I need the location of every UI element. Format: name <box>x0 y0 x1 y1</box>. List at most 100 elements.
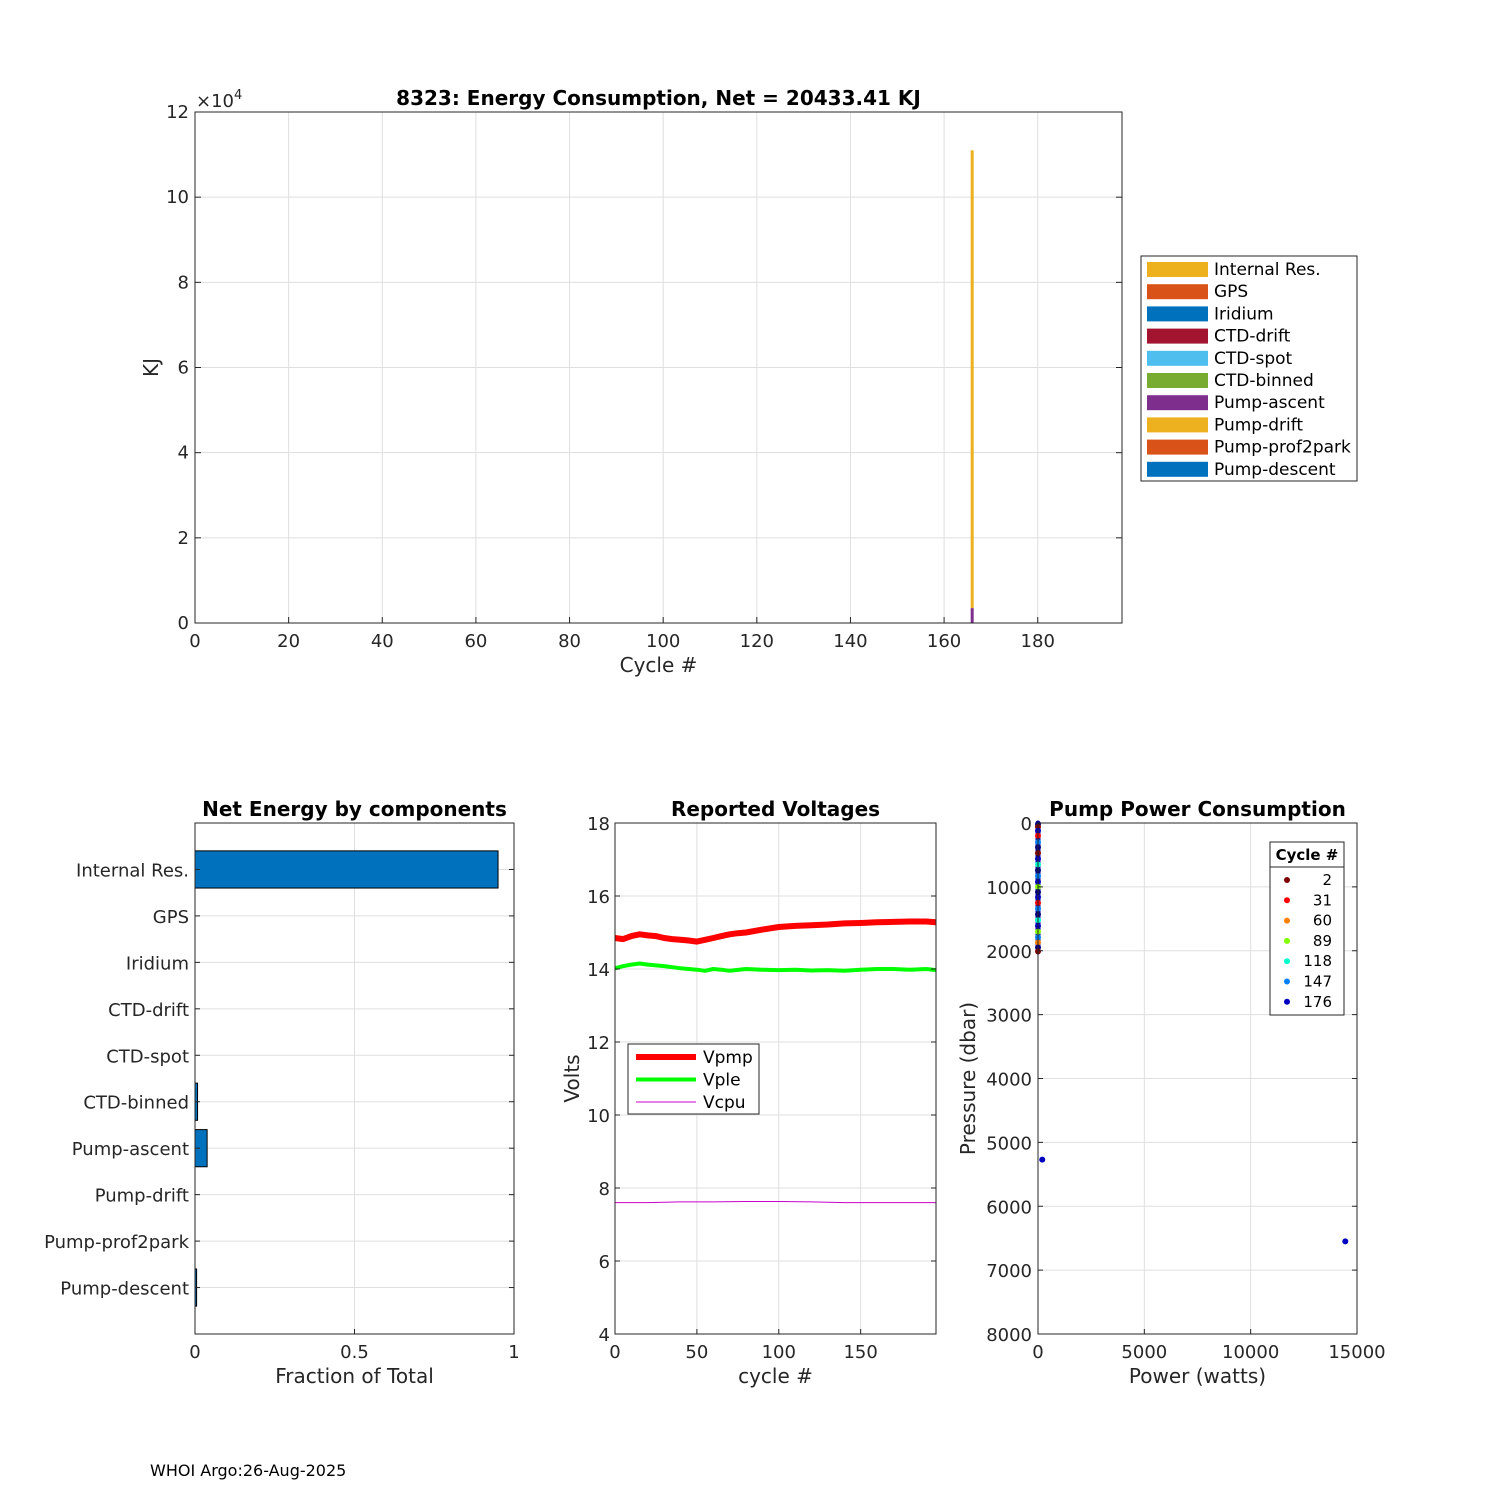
x-tick-label: 80 <box>558 631 581 652</box>
x-tick-label: 50 <box>685 1342 708 1363</box>
pump-power-chart: 0 5000 10000 15000 0 1000 2000 3000 4000 5000 6000… <box>956 797 1386 1388</box>
legend-swatch <box>1147 439 1208 455</box>
y-tick-label: 6 <box>599 1252 610 1273</box>
legend-box <box>1269 841 1345 1016</box>
x-tick-label: 180 <box>1021 631 1055 652</box>
legend-entry: CTD-drift <box>1214 327 1291 347</box>
chart-title: Reported Voltages <box>671 797 880 821</box>
x-axis-label: Fraction of Total <box>275 1364 434 1388</box>
y-tick-label: 2000 <box>986 942 1032 963</box>
component-bar <box>194 850 499 889</box>
legend-entry: CTD-spot <box>1214 349 1293 369</box>
voltage-series-line <box>614 961 937 973</box>
legend-entry: GPS <box>1214 282 1248 302</box>
y-tick-label: 7000 <box>986 1261 1032 1282</box>
legend-entry: Pump-prof2park <box>1214 438 1351 458</box>
x-tick-label: 0 <box>189 1342 200 1363</box>
energy-bar-segment <box>970 608 974 623</box>
y-axis-label: Pressure (dbar) <box>956 1002 980 1155</box>
y-tick-label: 1000 <box>986 878 1032 899</box>
legend-swatch <box>1147 373 1208 388</box>
x-tick-label: 10000 <box>1222 1342 1279 1363</box>
y-tick-label: 3000 <box>986 1006 1032 1027</box>
category-label: Pump-drift <box>95 1186 189 1207</box>
legend-swatch <box>1147 328 1208 344</box>
legend-entry: Vcpu <box>703 1093 746 1113</box>
y-tick-label: 8 <box>178 272 189 293</box>
x-axis-label: cycle # <box>738 1364 813 1388</box>
y-tick-label: 5000 <box>986 1133 1032 1154</box>
x-tick-label: 140 <box>833 631 867 652</box>
y-tick-label: 12 <box>166 102 189 123</box>
y-tick-label: 4 <box>178 443 189 464</box>
legend-entry: 2 <box>1322 871 1332 889</box>
category-label: CTD-drift <box>108 1000 189 1021</box>
x-tick-label: 20 <box>277 631 300 652</box>
voltages-chart: 0 50 100 150 4 6 8 10 12 14 16 18 Reported Voltages c… <box>560 797 937 1388</box>
pump-power-point <box>1342 1238 1349 1245</box>
category-label: CTD-binned <box>83 1093 189 1114</box>
category-label: GPS <box>153 907 189 928</box>
category-label: Pump-ascent <box>72 1139 189 1160</box>
legend-entry: Iridium <box>1214 304 1274 324</box>
x-tick-label: 0.5 <box>340 1342 369 1363</box>
x-tick-label: 160 <box>927 631 961 652</box>
voltage-series-line <box>615 1201 936 1204</box>
legend-marker <box>1284 937 1290 944</box>
y-tick-label: 8 <box>599 1179 610 1200</box>
legend-marker <box>1284 998 1290 1005</box>
x-tick-label: 120 <box>740 631 774 652</box>
legend-marker <box>1284 917 1290 924</box>
y-tick-label: 4000 <box>986 1070 1032 1091</box>
legend-entry: 89 <box>1313 932 1332 950</box>
energy-chart: 0 20 40 60 80 100 120 140 160 180 0 2 4 6 8 10 12 ×104 832… <box>139 86 1358 677</box>
x-tick-label: 1 <box>508 1342 519 1363</box>
legend-marker <box>1284 978 1290 985</box>
legend-marker <box>1284 877 1290 883</box>
y-tick-label: 8000 <box>986 1325 1032 1346</box>
y-exponent-label: ×104 <box>196 88 242 112</box>
x-tick-label: 100 <box>646 631 680 652</box>
y-axis-label: Volts <box>560 1054 584 1102</box>
x-tick-label: 0 <box>1032 1342 1043 1363</box>
components-chart: Internal Res. GPS Iridium CTD-drift CTD-spot… <box>44 797 520 1388</box>
category-label: Pump-descent <box>60 1279 189 1300</box>
x-tick-label: 5000 <box>1121 1342 1167 1363</box>
y-tick-label: 6 <box>178 358 189 379</box>
legend-swatch <box>1147 306 1208 322</box>
y-tick-label: 16 <box>587 887 610 908</box>
y-tick-label: 10 <box>587 1106 610 1127</box>
legend-entry: 31 <box>1313 891 1332 909</box>
category-label: Pump-prof2park <box>44 1232 189 1253</box>
y-tick-label: 12 <box>587 1033 610 1054</box>
legend-entry: Pump-ascent <box>1214 393 1325 413</box>
cycle-legend: Cycle # 2 31 60 89 118 147 176 <box>1269 841 1345 1016</box>
category-label: Internal Res. <box>76 860 189 881</box>
y-tick-label: 10 <box>166 187 189 208</box>
y-tick-label: 0 <box>1021 814 1032 835</box>
y-axis-label: KJ <box>139 358 163 377</box>
y-tick-label: 14 <box>587 960 610 981</box>
legend-title: Cycle # <box>1276 846 1339 864</box>
energy-bar-segment <box>970 150 974 609</box>
chart-title: Pump Power Consumption <box>1049 797 1346 821</box>
legend-entry: 176 <box>1303 993 1332 1011</box>
x-axis-label: Power (watts) <box>1129 1364 1266 1388</box>
legend-swatch <box>1147 417 1208 433</box>
chart-title: Net Energy by components <box>202 797 507 821</box>
legend-entry: Pump-descent <box>1214 460 1336 480</box>
y-tick-label: 18 <box>587 814 610 835</box>
y-tick-label: 2 <box>178 528 189 549</box>
legend-swatch <box>1147 461 1208 477</box>
chart-title: 8323: Energy Consumption, Net = 20433.41… <box>396 86 921 110</box>
legend-entry: Vple <box>703 1071 741 1091</box>
legend-swatch <box>1147 284 1208 300</box>
legend-entry: 147 <box>1303 973 1332 991</box>
legend-marker <box>1284 958 1290 965</box>
legend-entry: 118 <box>1303 952 1332 970</box>
x-tick-label: 60 <box>464 631 487 652</box>
legend-swatch <box>1147 262 1208 277</box>
